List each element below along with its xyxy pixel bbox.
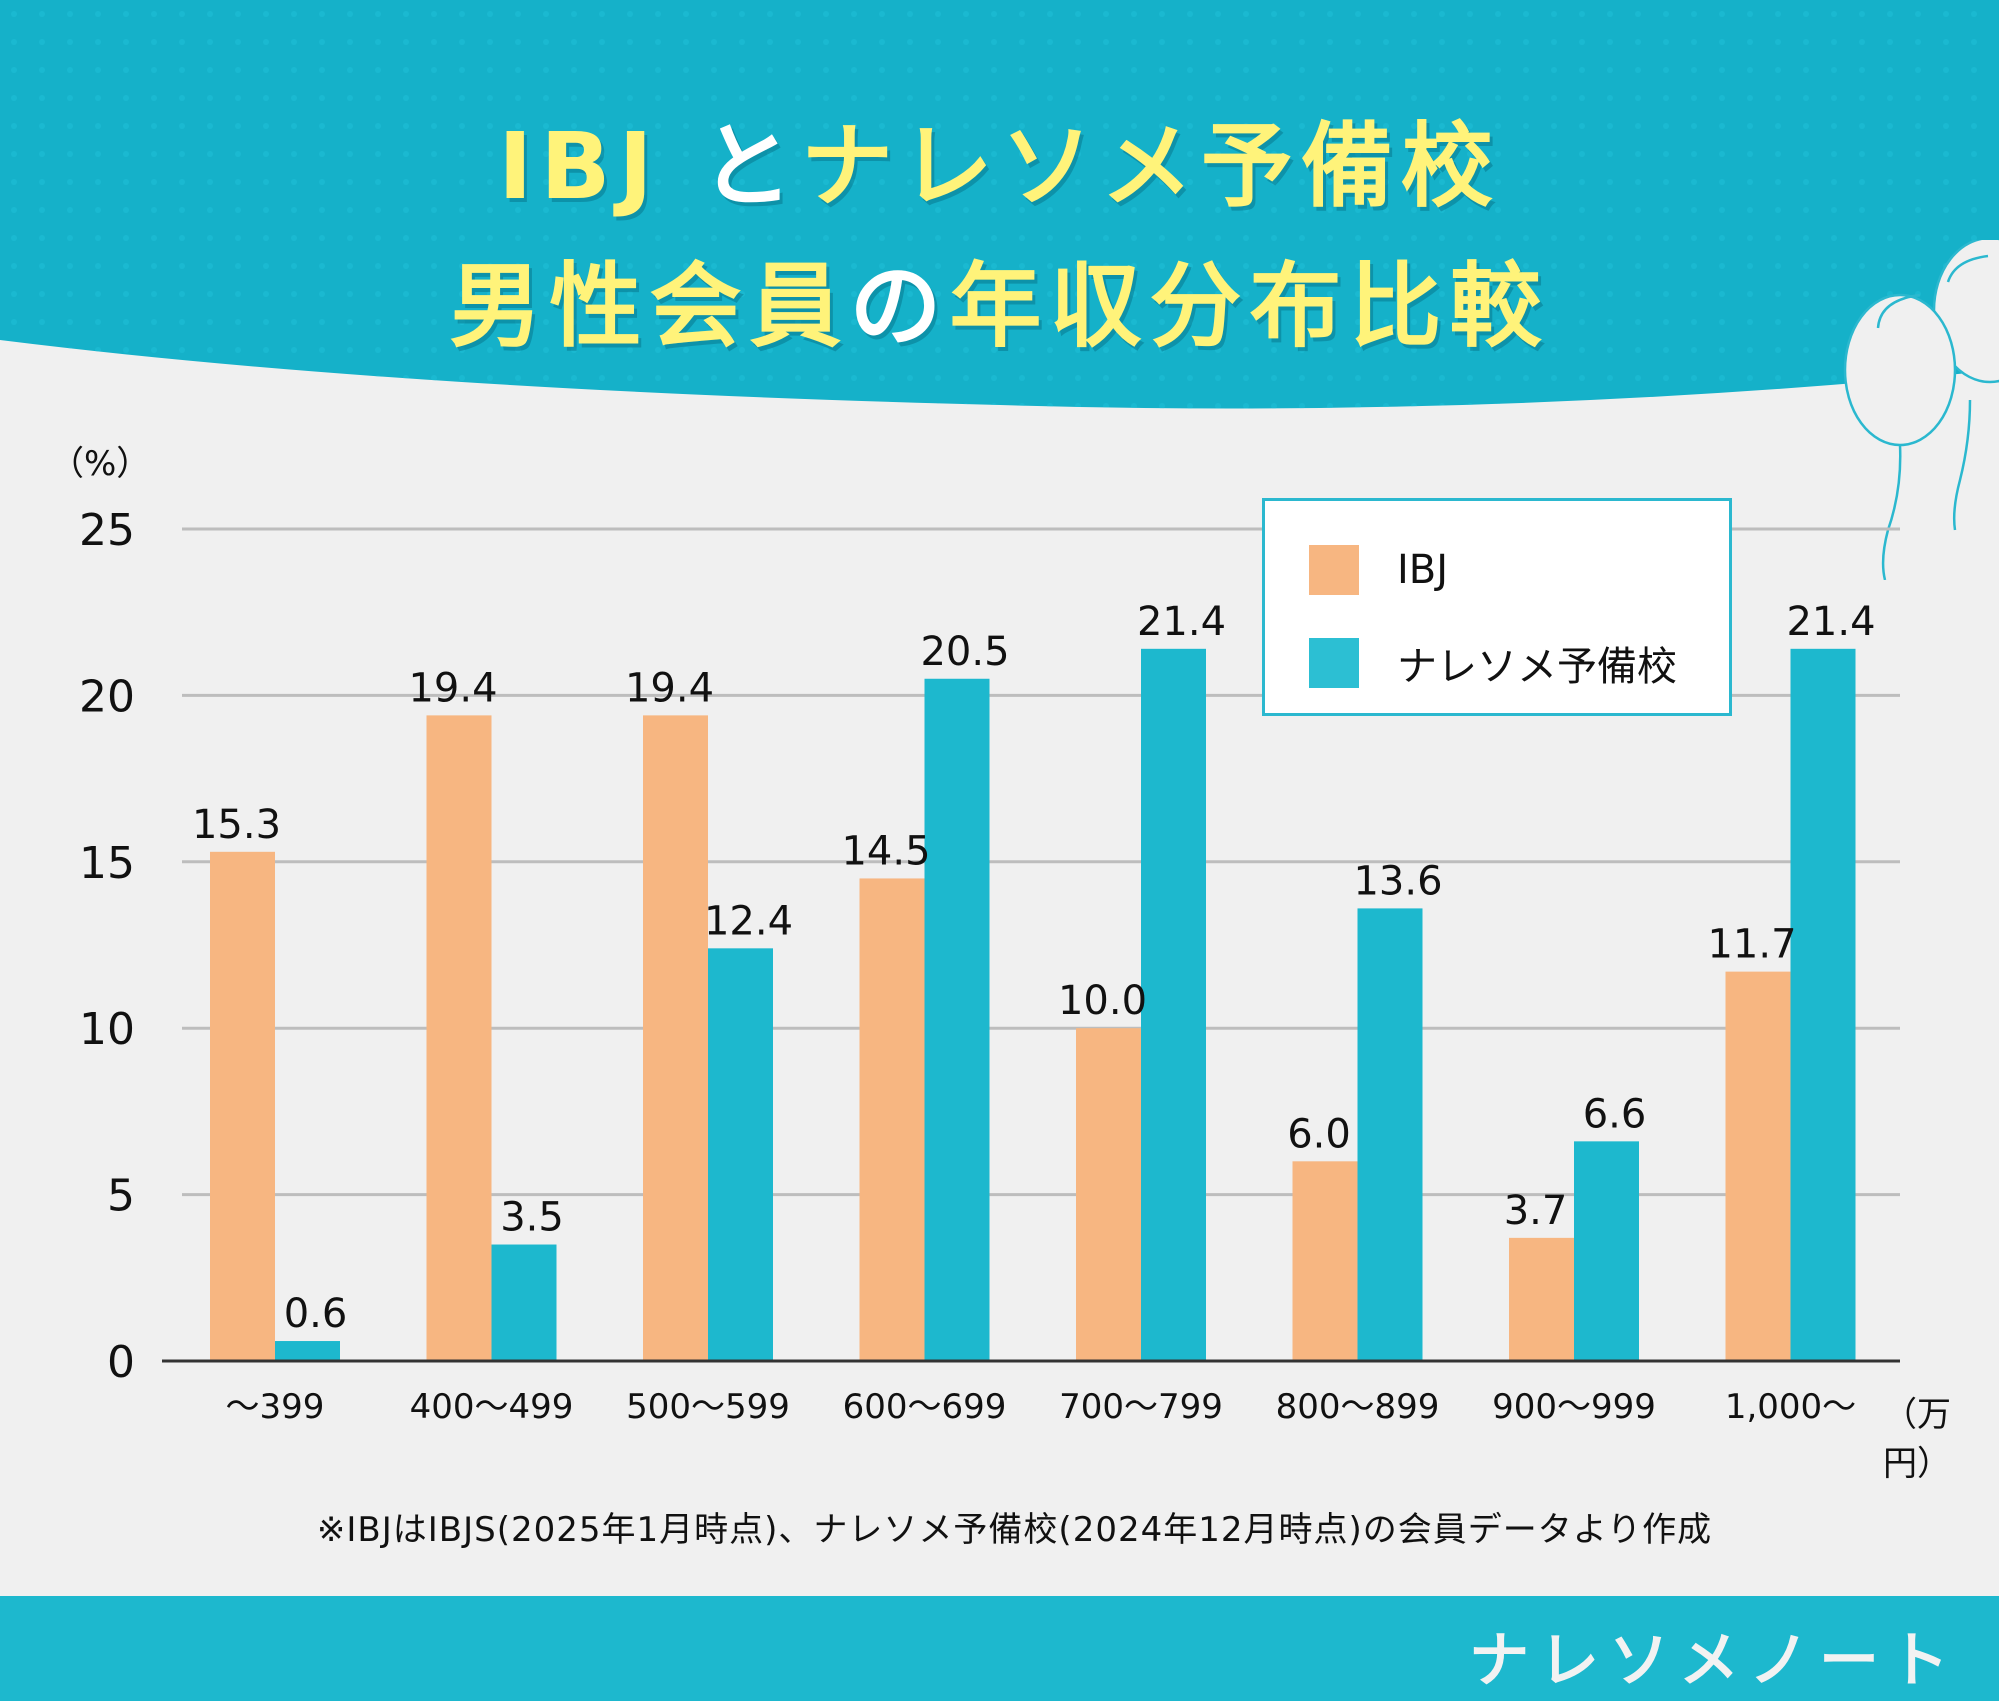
- bars: [210, 648, 1856, 1361]
- bar-narezome: [1574, 1141, 1639, 1361]
- legend-item-narezome: ナレソメ予備校: [1309, 634, 1677, 692]
- data-label: 3.7: [1504, 1188, 1568, 1234]
- x-tick-label: 500～599: [626, 1387, 790, 1427]
- x-tick-label: 800～899: [1276, 1387, 1440, 1427]
- data-label: 14.5: [841, 828, 930, 874]
- chart-title-line-1: IBJ とナレソメ予備校: [0, 92, 1999, 225]
- y-tick-labels: 0 5 10 15 20 25: [79, 505, 135, 1388]
- x-tick-label: 1,000～: [1725, 1387, 1856, 1427]
- legend-swatch-narezome: [1309, 638, 1359, 688]
- legend-label: IBJ: [1397, 547, 1449, 593]
- y-tick-label: 10: [79, 1004, 135, 1055]
- bar-ibj: [1725, 971, 1791, 1361]
- chart-legend: IBJ ナレソメ予備校: [1262, 498, 1732, 716]
- bar-ibj: [859, 878, 925, 1361]
- data-label: 19.4: [408, 665, 497, 711]
- legend-item-ibj: IBJ: [1309, 545, 1448, 595]
- title-part: 男性会員: [449, 253, 850, 360]
- bar-chart: 0 5 10 15 20 25 15.3 0.6 19.4 3.5 19.4 12.4 14.5 20.…: [79, 505, 1900, 1427]
- bar-ibj: [1076, 1028, 1141, 1361]
- bar-ibj: [210, 851, 275, 1361]
- legend-label: ナレソメ予備校: [1397, 644, 1677, 690]
- bar-ibj: [1292, 1161, 1358, 1361]
- y-tick-label: 5: [107, 1171, 135, 1222]
- data-labels: 15.3 0.6 19.4 3.5 19.4 12.4 14.5 20.5 10.0 21.4 6.…: [192, 599, 1876, 1337]
- bar-narezome: [1357, 908, 1423, 1361]
- title-part: の: [849, 253, 950, 360]
- source-note: ※IBJはIBJS(2025年1月時点)、ナレソメ予備校(2024年12月時点)…: [316, 1510, 1713, 1550]
- x-tick-label: ～399: [226, 1387, 325, 1427]
- data-label: 13.6: [1353, 858, 1442, 904]
- bar-narezome: [708, 948, 773, 1361]
- x-tick-label: 700～799: [1059, 1387, 1223, 1427]
- data-label: 10.0: [1058, 978, 1147, 1024]
- header-background: [0, 0, 1999, 409]
- balloons-icon: [1843, 240, 1999, 580]
- bar-narezome: [1790, 648, 1856, 1361]
- bar-narezome: [491, 1244, 557, 1361]
- chart-title-line-2: 男性会員の年収分布比較: [0, 232, 1999, 365]
- data-label: 0.6: [284, 1291, 348, 1337]
- data-label: 21.4: [1137, 599, 1226, 645]
- x-tick-labels: ～399 400～499 500～599 600～699 700～799 800～899 9…: [226, 1387, 1857, 1427]
- title-part: IBJ: [498, 113, 701, 220]
- data-label: 19.4: [625, 665, 714, 711]
- title-part: と: [700, 113, 801, 220]
- footer-bar: ナレソメノート: [0, 1596, 1999, 1701]
- legend-swatch-ibj: [1309, 545, 1359, 595]
- data-label: 20.5: [920, 629, 1009, 675]
- x-tick-label: 600～699: [843, 1387, 1007, 1427]
- y-tick-label: 25: [79, 505, 135, 556]
- data-label: 3.5: [500, 1195, 564, 1241]
- data-label: 6.6: [1583, 1091, 1647, 1137]
- data-label: 21.4: [1786, 599, 1875, 645]
- title-part: ナレソメ予備校: [800, 113, 1501, 220]
- y-tick-label: 20: [79, 671, 135, 722]
- bar-ibj: [426, 715, 492, 1361]
- y-tick-label: 15: [79, 838, 135, 889]
- title-part: 年収分布比較: [949, 253, 1550, 360]
- data-label: 12.4: [704, 898, 793, 944]
- bar-ibj: [1509, 1237, 1574, 1361]
- x-axis-unit-label: （万円）: [1883, 1395, 1951, 1484]
- bar-narezome: [924, 678, 990, 1361]
- bar-narezome: [1141, 648, 1206, 1361]
- brand-logo: ナレソメノート: [1469, 1626, 1959, 1696]
- bar-ibj: [643, 715, 708, 1361]
- bar-narezome: [275, 1341, 340, 1361]
- data-label: 15.3: [192, 802, 281, 848]
- y-axis-unit-label: （%）: [50, 444, 151, 484]
- y-tick-label: 0: [107, 1337, 135, 1388]
- x-tick-label: 900～999: [1492, 1387, 1656, 1427]
- data-label: 11.7: [1707, 922, 1796, 968]
- data-label: 6.0: [1287, 1111, 1351, 1157]
- x-tick-label: 400～499: [410, 1387, 574, 1427]
